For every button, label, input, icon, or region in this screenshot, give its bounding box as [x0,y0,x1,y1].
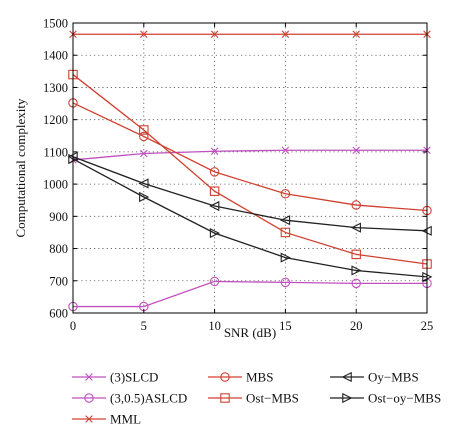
data-point [220,372,230,382]
data-point [220,393,230,403]
x-tick-label: 10 [208,319,221,333]
series-3 [69,30,431,39]
legend-label: (3)SLCD [110,370,158,385]
data-point [280,189,291,199]
legend-item: Oy−MBS [330,370,419,385]
data-point [210,30,219,39]
series-5 [68,69,432,269]
data-point [352,146,360,155]
series-4 [68,98,432,216]
data-point [351,249,361,260]
x-tick-label: 5 [141,319,147,333]
x-tick-label: 0 [70,319,76,333]
data-point [341,371,352,383]
data-point [85,415,93,423]
y-tick-label: 900 [49,210,68,224]
legend-item: (3)SLCD [72,370,158,385]
data-point [352,30,360,39]
legend-item: Ost−oy−MBS [330,391,441,406]
series-line [72,158,428,278]
legend-item: Ost−MBS [208,391,299,406]
x-tick-label: 20 [350,319,363,333]
x-axis-label: SNR (dB) [224,325,276,340]
y-tick-label: 800 [49,242,68,256]
series-line [72,149,427,161]
series-line [72,156,428,232]
data-point [281,146,290,155]
y-tick-label: 1300 [43,81,68,95]
data-point [351,200,361,210]
data-point [209,227,221,239]
y-tick-label: 700 [49,274,68,288]
x-tick-label: 25 [421,319,434,333]
series-layer [67,30,433,312]
data-point [138,178,149,189]
series-line [73,280,427,308]
data-point [139,131,149,142]
legend-item: (3,0.5)ASLCD [72,391,187,406]
data-point [140,149,148,158]
y-tick-label: 1500 [43,17,68,31]
data-point [140,30,148,39]
axis-ticks: 0 5 10 15 20 25 600 700 800 900 1000 1100 1200 1300 14… [43,17,433,334]
data-point [342,392,353,404]
legend-label: MML [110,412,141,427]
data-point [280,252,291,263]
y-tick-label: 600 [49,307,68,321]
data-point [281,30,290,39]
y-axis-label: Computational complexity [13,98,28,238]
x-tick-label: 15 [279,319,292,333]
series-2 [68,276,432,312]
legend-label: Ost−MBS [246,391,299,406]
grid [73,23,427,313]
data-point [280,227,291,238]
data-point [351,265,362,276]
data-point [209,276,220,287]
series-line [72,74,428,265]
data-point [209,200,220,212]
y-tick-label: 1400 [43,49,68,63]
legend-label: (3,0.5)ASLCD [110,391,187,406]
data-point [139,125,149,135]
data-point [209,186,220,196]
series-7 [68,153,433,283]
series-1 [69,146,431,164]
series-line [72,102,428,212]
y-tick-label: 1000 [43,178,68,192]
y-tick-label: 1100 [43,145,68,159]
data-point [279,215,291,226]
data-point [210,147,219,155]
data-point [209,167,220,177]
legend-label: Oy−MBS [368,370,419,385]
data-point [85,373,93,381]
legend-label: MBS [246,370,273,385]
legend-item: MBS [208,370,273,385]
data-point [84,393,94,403]
legend-label: Ost−oy−MBS [368,391,441,406]
data-point [280,277,291,288]
series-6 [67,151,432,236]
legend-item: MML [72,412,141,427]
data-point [351,278,361,289]
legend: (3)SLCD (3,0.5)ASLCD MML MBS Ost−MBS Oy−MBS Os… [72,370,441,427]
plot-frame [72,22,428,314]
y-tick-label: 1200 [43,113,68,127]
data-point [350,222,361,233]
data-point [139,191,150,203]
